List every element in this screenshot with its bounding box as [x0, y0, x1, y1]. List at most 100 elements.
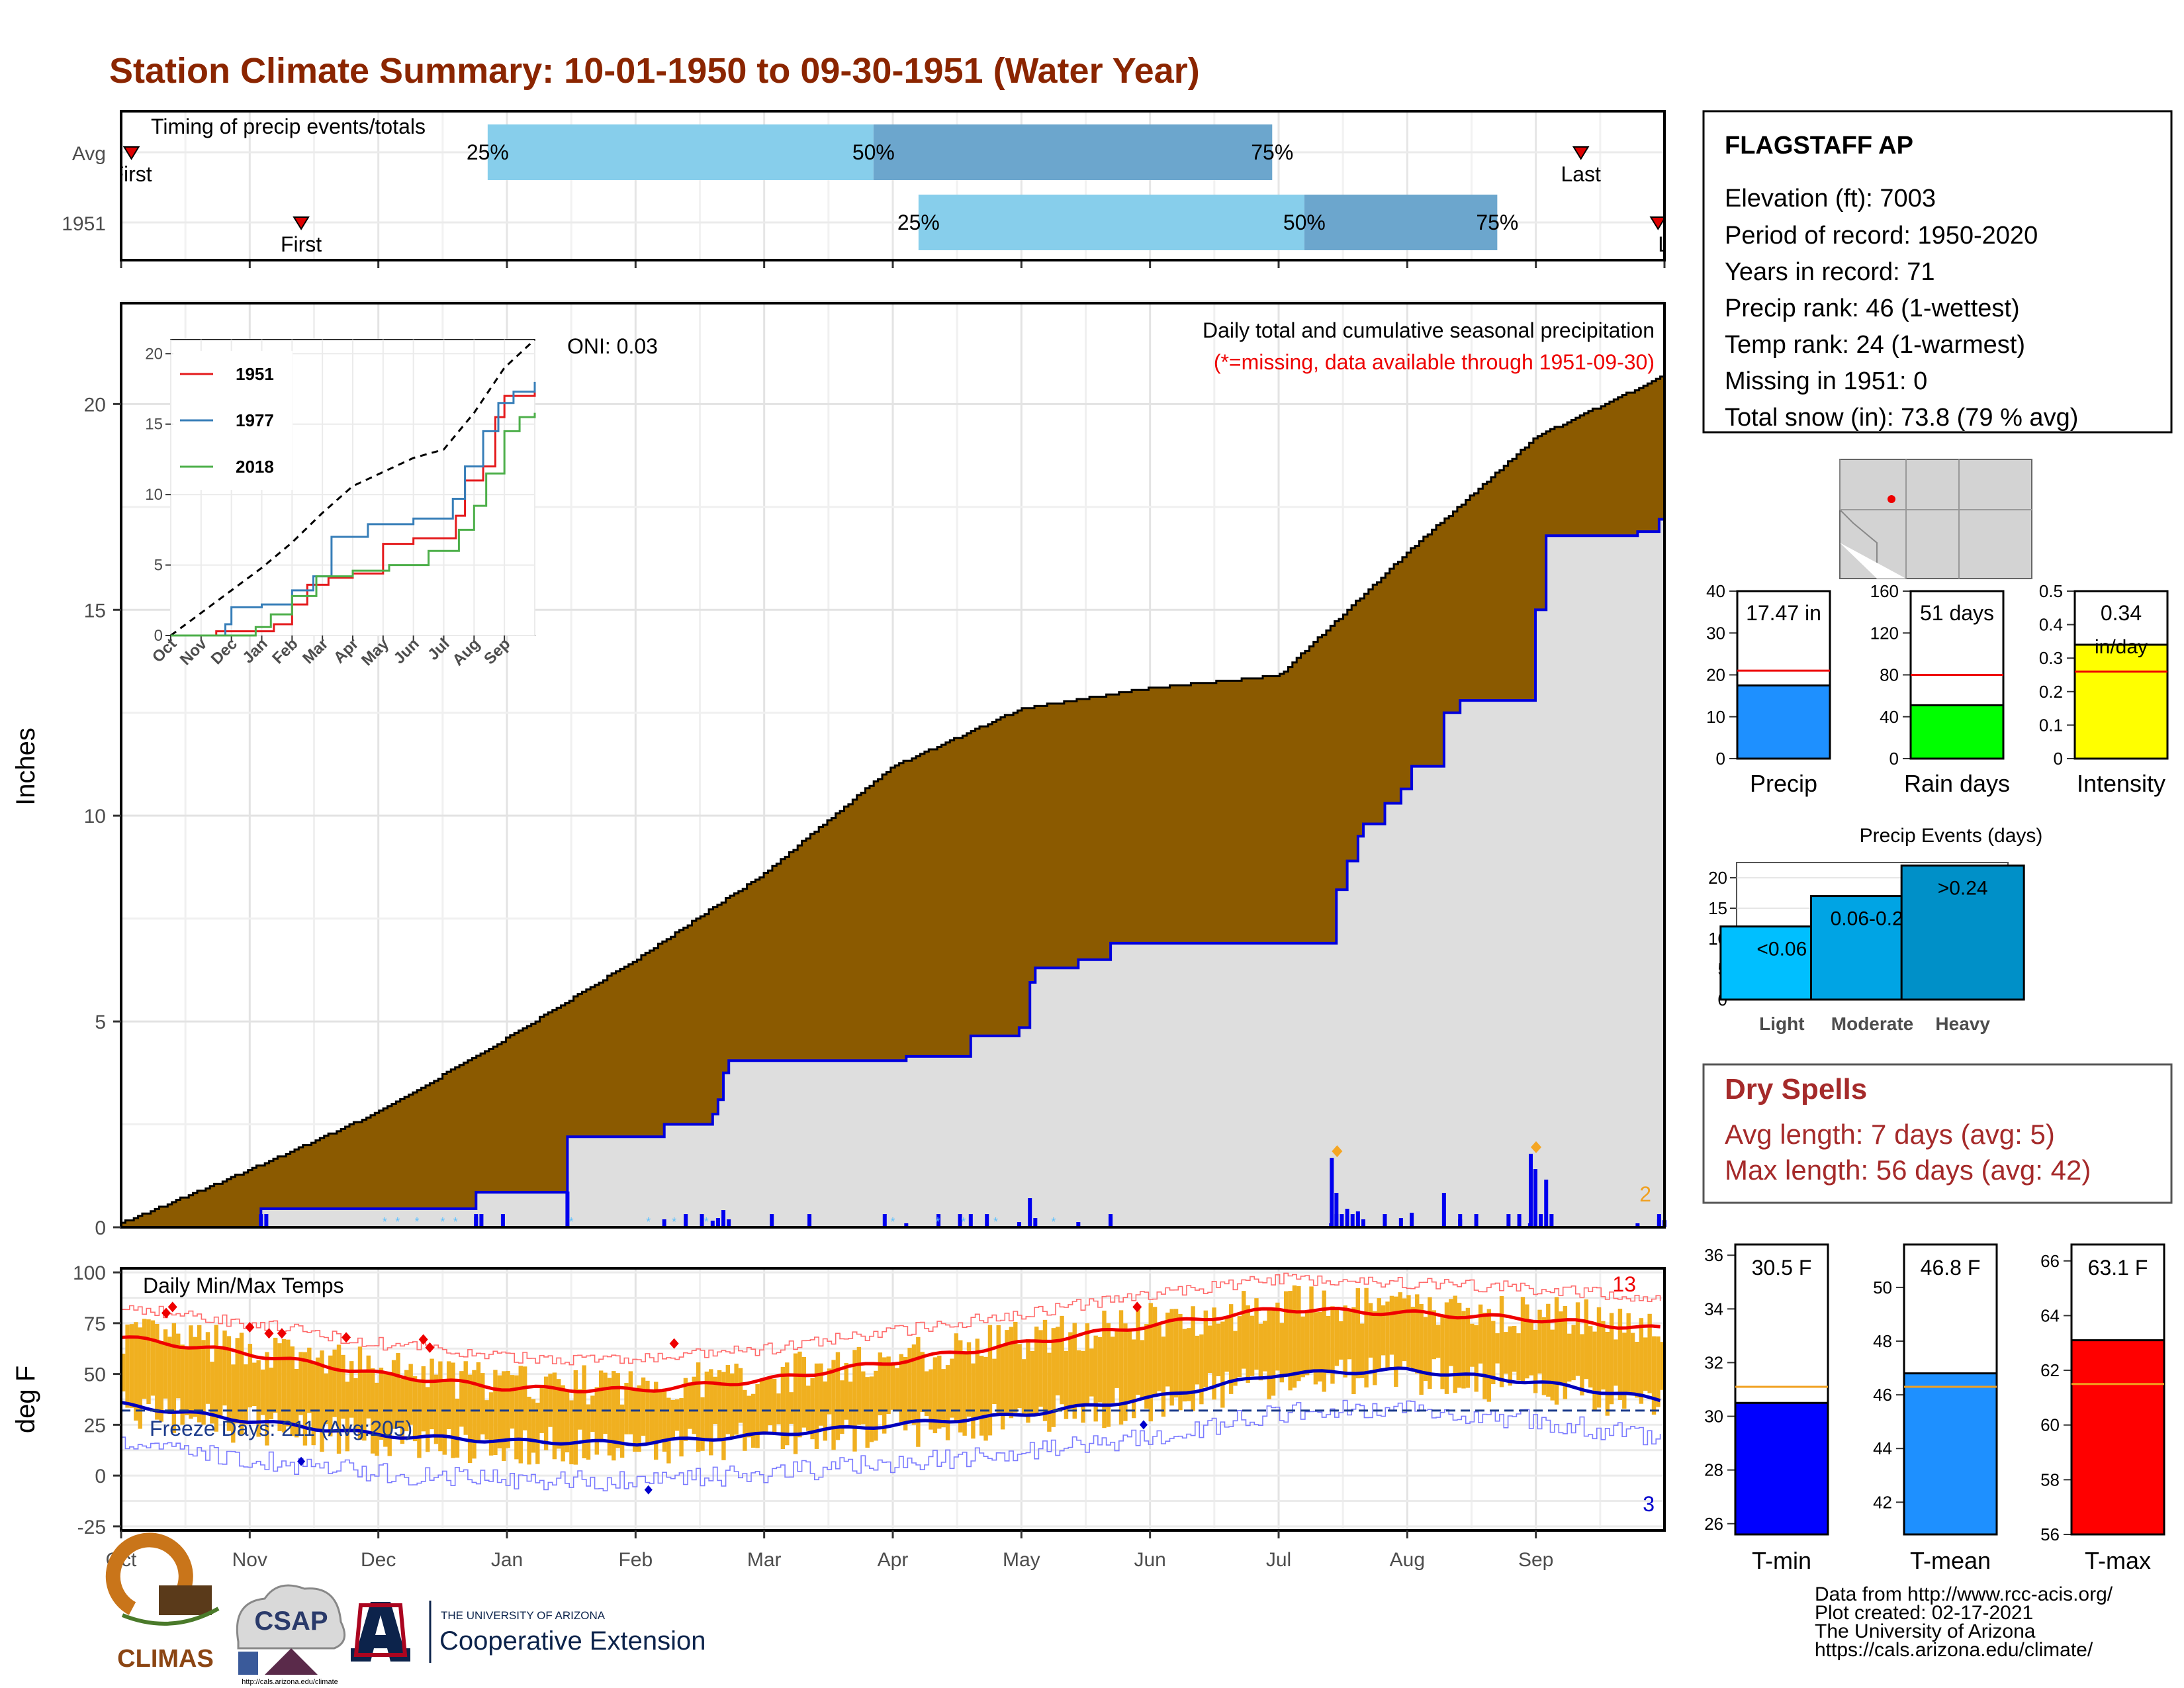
daily-temp-bar — [890, 1364, 895, 1410]
temp-bar-ytick-label: 26 — [1704, 1514, 1723, 1534]
daily-precip-bar — [1033, 1218, 1038, 1227]
daily-temp-bar — [612, 1371, 616, 1461]
timing-row-1951: 1951 — [62, 213, 106, 235]
daily-temp-bar — [696, 1362, 701, 1452]
month-label: Sep — [1518, 1549, 1553, 1571]
snow-marker: * — [961, 1215, 966, 1229]
daily-temp-bar — [1389, 1295, 1394, 1355]
daily-temp-bar — [1102, 1310, 1107, 1429]
daily-temp-bar — [1288, 1291, 1293, 1391]
temp-bar-fill — [1903, 1372, 1998, 1536]
daily-temp-bar — [1187, 1328, 1191, 1401]
daily-temp-bar — [929, 1369, 933, 1430]
daily-temp-bar — [502, 1371, 506, 1461]
footer-line-1: Data from http://www.rcc-acis.org/ — [1815, 1583, 2113, 1605]
precip-ytick-label: 5 — [95, 1011, 106, 1033]
daily-temp-bar — [527, 1396, 531, 1465]
daily-temp-bar — [1461, 1311, 1466, 1389]
daily-precip-bar — [882, 1214, 887, 1227]
month-label: Apr — [878, 1549, 909, 1571]
daily-temp-bar — [302, 1352, 308, 1446]
year-cumulative-area — [121, 508, 1664, 1228]
daily-temp-bar — [1318, 1312, 1322, 1382]
daily-temp-bar — [1309, 1286, 1314, 1371]
daily-temp-bar — [281, 1338, 287, 1432]
daily-precip-bar — [565, 1192, 570, 1227]
events-category-label: Light — [1759, 1013, 1804, 1034]
temp-bar-label: T-mean — [1910, 1547, 1991, 1574]
daily-temp-bar — [1195, 1335, 1200, 1385]
daily-temp-bar — [1009, 1327, 1014, 1419]
daily-temp-bar — [1351, 1307, 1356, 1395]
freeze-days-label: Freeze Days: 211 (Avg:205) — [150, 1417, 412, 1440]
daily-temp-bar — [379, 1368, 384, 1440]
daily-temp-bar — [1368, 1303, 1373, 1358]
dry-spells-line-1: Avg length: 7 days (avg: 5) — [1725, 1119, 2055, 1150]
daily-temp-bar — [353, 1378, 358, 1430]
dry-spells-box: Dry Spells Avg length: 7 days (avg: 5) M… — [1702, 1063, 2173, 1204]
daily-temp-bar — [311, 1361, 316, 1446]
temp-summary-bars: 26 28 30 32 34 36 30.5 F T-min 42 44 46 48 50 46.8 F T… — [1704, 1243, 2165, 1574]
daily-temp-bar — [396, 1353, 400, 1428]
daily-temp-bar — [146, 1319, 151, 1405]
daily-precip-bar — [936, 1214, 941, 1227]
daily-temp-bar — [1118, 1310, 1124, 1425]
daily-temp-bar — [759, 1379, 764, 1434]
daily-precip-bar — [1458, 1214, 1463, 1227]
daily-temp-bar — [1051, 1328, 1056, 1427]
daily-temp-bar — [895, 1368, 899, 1410]
daily-precip-bar — [1361, 1219, 1365, 1227]
daily-temp-bar — [125, 1324, 130, 1408]
daily-temp-bar — [480, 1373, 485, 1434]
temp-ytick-label: 25 — [84, 1415, 106, 1436]
daily-temp-bar — [1601, 1321, 1606, 1390]
summary-label: Intensity — [2077, 770, 2165, 797]
daily-temp-bar — [1207, 1325, 1212, 1374]
daily-temp-bar — [1373, 1311, 1377, 1385]
inset-xtick-label: Nov — [177, 635, 211, 669]
daily-precip-bar — [1076, 1222, 1081, 1227]
daily-temp-bar — [725, 1365, 731, 1434]
climas-logo: CLIMAS — [105, 1532, 220, 1673]
daily-temp-bar — [467, 1374, 473, 1463]
temp-bar-value: 46.8 F — [1921, 1256, 1981, 1280]
daily-temp-bar — [1419, 1303, 1424, 1395]
summary-ytick-label: 40 — [1880, 707, 1899, 727]
daily-temp-bar — [1182, 1329, 1187, 1402]
daily-temp-bar — [899, 1354, 903, 1423]
daily-temp-bar — [1060, 1315, 1064, 1405]
daily-temp-bar — [193, 1336, 198, 1417]
daily-temp-bar — [1385, 1301, 1390, 1370]
daily-temp-bar — [210, 1362, 214, 1424]
daily-temp-bar — [878, 1352, 883, 1416]
daily-temp-bar — [1617, 1308, 1623, 1400]
daily-temp-bar — [150, 1320, 156, 1396]
daily-temp-bar — [1292, 1285, 1297, 1388]
daily-precip-bar — [1355, 1211, 1360, 1227]
temp-bar-ytick-label: 56 — [2040, 1524, 2060, 1544]
daily-precip-bar — [1539, 1214, 1543, 1227]
last-marker — [1649, 216, 1664, 230]
daily-temp-bar — [1237, 1316, 1242, 1378]
daily-temp-bar — [430, 1358, 434, 1430]
daily-precip-bar — [1533, 1169, 1537, 1227]
daily-temp-bar — [421, 1366, 426, 1432]
daily-temp-bar — [1093, 1335, 1098, 1422]
daily-temp-bar — [1499, 1295, 1504, 1387]
daily-temp-bar — [1508, 1326, 1513, 1386]
daily-temp-bar — [522, 1366, 527, 1430]
temp-bar-value: 63.1 F — [2088, 1256, 2148, 1280]
temp-bar-ytick-label: 36 — [1704, 1245, 1723, 1265]
summary-ytick-label: 0.4 — [2039, 615, 2063, 635]
daily-temp-bar — [1550, 1329, 1555, 1401]
daily-temp-bar — [1275, 1302, 1280, 1371]
daily-temp-bar — [442, 1381, 447, 1455]
ua-logo: THE UNIVERSITY OF ARIZONA Cooperative Ex… — [351, 1601, 705, 1663]
station-line-7: Total snow (in): 73.8 (79 % avg) — [1725, 404, 2078, 432]
daily-temp-bar — [983, 1356, 988, 1441]
record-max-line — [121, 1272, 1661, 1366]
daily-temp-bar — [1072, 1323, 1077, 1419]
daily-temp-bar — [1609, 1313, 1614, 1405]
daily-precip-bar — [1506, 1214, 1511, 1227]
